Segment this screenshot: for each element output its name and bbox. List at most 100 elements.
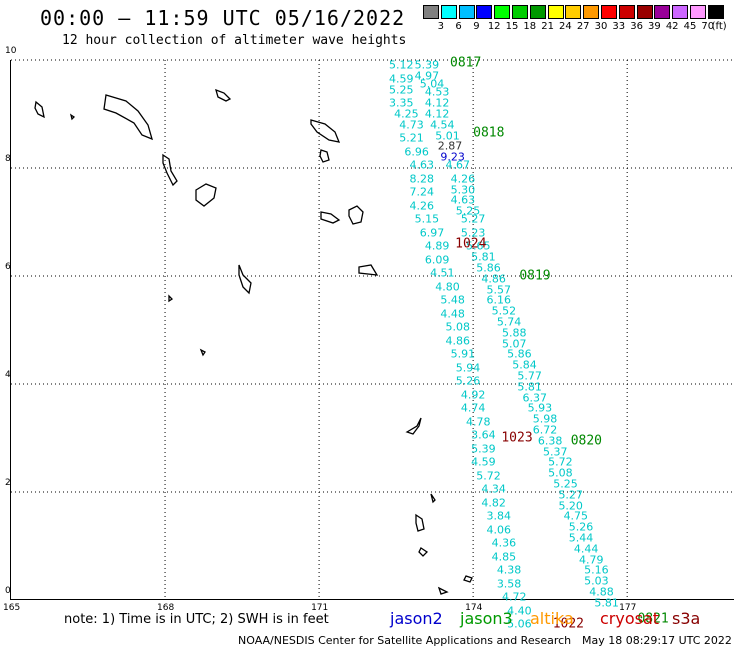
wave-height-reading: 4.97	[414, 69, 440, 83]
colorbar-swatch	[529, 5, 546, 19]
wave-height-reading: 4.26	[409, 199, 435, 213]
wave-height-reading: 4.38	[496, 563, 522, 577]
pass-time-label: 0817	[450, 55, 482, 71]
wave-height-reading: 5.44	[568, 531, 594, 545]
wave-height-reading: 8.28	[409, 172, 435, 186]
wave-height-reading: 6.38	[537, 434, 563, 448]
wave-height-reading: 5.25	[553, 477, 578, 491]
colorbar-swatch	[423, 5, 439, 19]
wave-height-reading: 5.91	[450, 347, 476, 361]
latitude-label: 2	[5, 478, 11, 488]
colorbar-swatch	[654, 5, 671, 19]
island-outline	[358, 264, 379, 276]
wave-height-reading: 5.77	[517, 369, 542, 383]
pass-time-label: 0820	[570, 433, 602, 449]
pass-time-label: 0821	[637, 611, 669, 627]
colorbar-label: 42	[665, 21, 679, 32]
latitude-label: 0	[5, 586, 11, 596]
wave-height-reading: 4.86	[445, 334, 470, 348]
wave-height-reading: 5.84	[512, 358, 537, 372]
pass-time-label: 0819	[519, 268, 551, 284]
wave-height-reading: 2.87	[437, 139, 463, 153]
wave-height-reading: 3.58	[496, 577, 522, 591]
wave-height-reading: 5.26	[455, 374, 481, 388]
island-outline	[103, 94, 153, 141]
wave-height-reading: 3.35	[388, 96, 414, 110]
wave-height-reading: 4.92	[460, 388, 486, 402]
wave-height-reading: 4.89	[424, 239, 450, 253]
colorbar-swatch	[476, 5, 493, 19]
pass-time-label: 0818	[473, 125, 505, 141]
colorbar-label: 6	[455, 21, 462, 32]
wave-height-reading: 4.79	[578, 553, 604, 566]
colorbar-label: 18	[523, 21, 537, 32]
wave-height-reading: 5.72	[548, 455, 573, 469]
colorbar-swatch	[618, 5, 635, 19]
island-outline	[238, 264, 252, 295]
chart-title: 00:00 – 11:59 UTC 05/16/2022	[40, 6, 406, 30]
wave-height-reading: 5.08	[445, 320, 470, 334]
wave-height-reading: 3.84	[486, 509, 512, 523]
wave-height-reading: 5.07	[501, 337, 527, 350]
island-outline	[34, 100, 45, 119]
wave-height-reading: 4.82	[481, 496, 506, 510]
legend-cryosat: cryosat	[600, 609, 660, 628]
wave-height-reading: 6.09	[424, 253, 450, 267]
island-outline	[199, 348, 206, 357]
island-outline	[437, 586, 449, 595]
longitude-label: 177	[619, 603, 637, 613]
wave-height-reading: 4.34	[481, 482, 506, 496]
wave-height-reading: 5.86	[507, 347, 532, 361]
colorbar-label: 15	[505, 21, 519, 32]
colorbar-label: 21	[541, 21, 554, 32]
wave-height-reading: 4.25	[394, 107, 419, 121]
longitude-label: 165	[3, 603, 21, 613]
wave-height-reading: 5.86	[476, 261, 501, 275]
colorbar-swatch	[494, 5, 511, 19]
wave-height-reading: 5.30	[450, 183, 476, 197]
wave-height-reading: 5.12	[388, 58, 414, 72]
wave-height-reading: 5.27	[558, 488, 583, 502]
wave-height-reading: 7.24	[409, 185, 435, 199]
colorbar-label: 70	[701, 21, 715, 32]
island-outline	[168, 294, 174, 303]
wave-height-reading: 5.72	[476, 469, 501, 483]
wave-height-reading: 4.48	[440, 307, 465, 321]
wave-height-reading: 5.39	[414, 58, 440, 72]
footnote: note: 1) Time is in UTC; 2) SWH is in fe…	[64, 612, 329, 627]
wave-height-reading: 5.93	[527, 401, 553, 415]
altimeter-map: 10 8 6 4 2 0 165 168 171 174 177 5.12 5.39 4.97 4.59 5.…	[3, 46, 735, 632]
wave-height-reading: 4.12	[424, 107, 450, 121]
legend-altika: altika	[530, 609, 574, 628]
wave-height-reading: 4.26	[450, 172, 476, 186]
map-canvas	[11, 59, 735, 600]
wave-height-reading: 4.88	[589, 585, 614, 599]
wave-height-reading: 5.39	[471, 442, 496, 456]
wave-height-reading: 5.25	[455, 204, 481, 218]
latitude-label: 6	[5, 262, 11, 272]
wave-height-reading: 5.06	[507, 617, 532, 631]
legend-jason3: jason3	[460, 609, 513, 628]
colorbar-label: 24	[559, 21, 572, 32]
island-outlines	[34, 88, 473, 595]
wave-height-reading: 5.57	[486, 283, 512, 296]
island-outline	[69, 113, 76, 121]
wave-height-reading: 5.20	[558, 499, 583, 512]
wave-height-reading: 9.23	[440, 150, 465, 164]
chart-subtitle: 12 hour collection of altimeter wave hei…	[62, 33, 407, 48]
wave-height-reading: 4.36	[491, 536, 517, 550]
generated-timestamp: May 18 08:29:17 UTC 2022	[582, 634, 732, 647]
island-outline	[418, 547, 429, 557]
island-outline	[463, 575, 473, 583]
wave-height-reading: 4.51	[430, 266, 455, 280]
wave-height-reading: 4.44	[573, 542, 599, 556]
wave-height-reading: 5.65	[466, 239, 491, 253]
wave-height-reading: 5.15	[414, 212, 440, 226]
wave-height-reading: 5.81	[517, 380, 542, 394]
wave-height-reading: 5.26	[568, 520, 594, 534]
wave-height-reading: 6.16	[486, 293, 512, 307]
colorbar-label: 39	[648, 21, 661, 32]
legend-jason2: jason2	[390, 609, 443, 628]
wave-height-reading: 5.88	[501, 326, 527, 340]
island-outline	[319, 149, 330, 163]
